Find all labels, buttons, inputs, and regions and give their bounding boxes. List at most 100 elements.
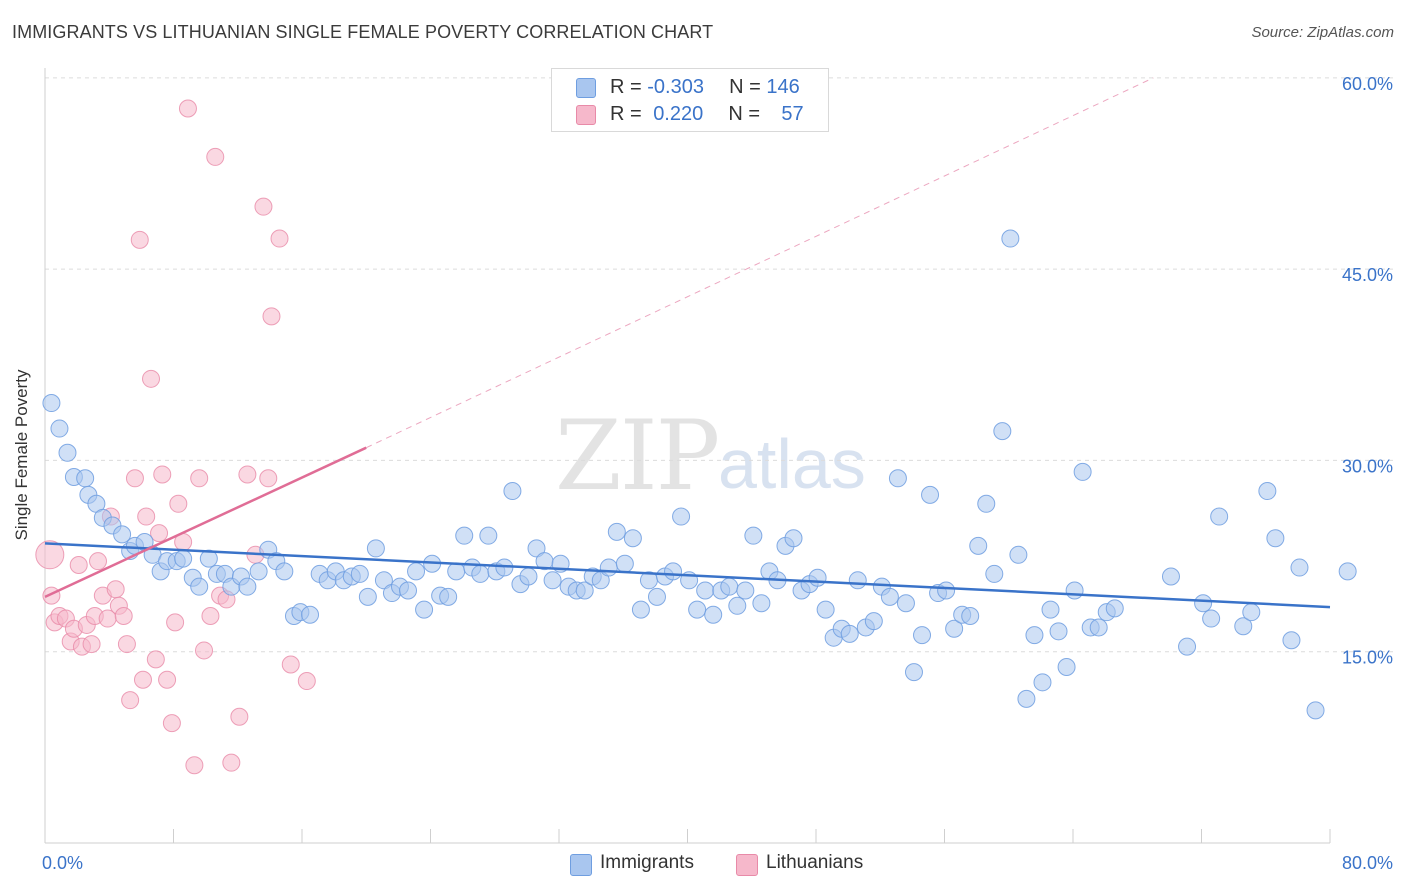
immigrants-point bbox=[993, 422, 1012, 441]
lithuanians-point bbox=[178, 99, 197, 118]
immigrants-point bbox=[985, 564, 1004, 583]
immigrants-point bbox=[471, 564, 490, 583]
immigrants-point bbox=[199, 549, 218, 568]
immigrants-point bbox=[808, 568, 827, 587]
lithuanians-point bbox=[281, 655, 300, 674]
legend-swatch-immigrants bbox=[576, 78, 596, 98]
immigrants-point bbox=[503, 482, 522, 501]
immigrants-point bbox=[864, 612, 883, 631]
y-tick-label: 30.0% bbox=[1342, 456, 1393, 476]
immigrants-point bbox=[1161, 567, 1180, 586]
lithuanians-point bbox=[158, 670, 177, 689]
immigrants-point bbox=[945, 619, 964, 638]
immigrants-point bbox=[42, 394, 61, 413]
immigrants-point bbox=[366, 539, 385, 558]
immigrants-point bbox=[977, 494, 996, 513]
immigrants-point bbox=[301, 605, 320, 624]
immigrants-point bbox=[840, 624, 859, 643]
lithuanians-point bbox=[162, 714, 181, 733]
immigrants-point bbox=[1258, 482, 1277, 501]
immigrants-point bbox=[736, 581, 755, 600]
immigrants-point bbox=[238, 577, 257, 596]
immigrants-point bbox=[76, 469, 95, 488]
lithuanians-point bbox=[137, 507, 156, 526]
lithuanians-point bbox=[121, 691, 140, 710]
immigrants-point bbox=[58, 443, 77, 462]
immigrants-point bbox=[1001, 229, 1020, 248]
immigrants-point bbox=[888, 469, 907, 488]
y-tick-label: 45.0% bbox=[1342, 265, 1393, 285]
lithuanians-point bbox=[69, 556, 88, 575]
immigrants-point bbox=[880, 587, 899, 606]
lithuanians-point bbox=[206, 147, 225, 166]
y-tick-label: 15.0% bbox=[1342, 648, 1393, 668]
immigrants-point bbox=[407, 562, 426, 581]
lithuanians-point bbox=[169, 494, 188, 513]
immigrants-point bbox=[728, 596, 747, 615]
immigrants-point bbox=[374, 571, 393, 590]
immigrants-point bbox=[415, 600, 434, 619]
lithuanians-point bbox=[222, 753, 241, 772]
legend-r-value-lithuanians: 0.220 bbox=[653, 103, 704, 125]
immigrants-point bbox=[672, 507, 691, 526]
immigrants-point bbox=[1178, 637, 1197, 656]
lithuanians-point bbox=[35, 540, 65, 570]
immigrants-point bbox=[664, 562, 683, 581]
immigrants-point bbox=[1338, 562, 1357, 581]
immigrants-trendline bbox=[44, 542, 1331, 609]
lithuanians-point bbox=[133, 670, 152, 689]
y-tick-label: 60.0% bbox=[1342, 74, 1393, 94]
immigrants-point bbox=[519, 567, 538, 586]
lithuanians-point bbox=[185, 756, 204, 775]
bottom-legend-swatch-immigrants bbox=[570, 854, 592, 876]
immigrants-point bbox=[1105, 599, 1124, 618]
bottom-legend-label-immigrants: Immigrants bbox=[600, 852, 694, 873]
immigrants-point bbox=[1306, 701, 1325, 720]
immigrants-point bbox=[688, 600, 707, 619]
immigrants-point bbox=[784, 529, 803, 548]
watermark-zip: ZIP bbox=[555, 400, 720, 512]
immigrants-point bbox=[1290, 558, 1309, 577]
immigrants-point bbox=[744, 526, 763, 545]
immigrants-point bbox=[527, 539, 546, 558]
immigrants-point bbox=[350, 564, 369, 583]
legend-r-label: R = bbox=[610, 76, 648, 98]
immigrants-point bbox=[1073, 462, 1092, 481]
lithuanians-point bbox=[82, 635, 101, 654]
immigrants-point bbox=[275, 562, 294, 581]
lithuanians-point bbox=[114, 607, 133, 626]
legend-n-label: N = bbox=[728, 103, 766, 125]
lithuanians-point bbox=[270, 229, 289, 248]
immigrants-point bbox=[904, 663, 923, 682]
lithuanians-point bbox=[142, 369, 161, 388]
immigrants-point bbox=[720, 577, 739, 596]
immigrants-point bbox=[1009, 545, 1028, 564]
immigrants-point bbox=[447, 562, 466, 581]
immigrants-point bbox=[921, 485, 940, 504]
legend-n-label: N = bbox=[729, 76, 767, 98]
immigrants-point bbox=[174, 549, 193, 568]
immigrants-point bbox=[455, 526, 474, 545]
lithuanians-point bbox=[89, 552, 108, 571]
bottom-legend-label-lithuanians: Lithuanians bbox=[766, 852, 864, 873]
immigrants-point bbox=[623, 529, 642, 548]
lithuanians-point bbox=[130, 230, 149, 249]
immigrants-point bbox=[249, 562, 268, 581]
y-axis-label: Single Female Poverty bbox=[12, 369, 31, 541]
immigrants-point bbox=[752, 594, 771, 613]
immigrants-point bbox=[1065, 581, 1084, 600]
immigrants-point bbox=[1242, 603, 1261, 622]
immigrants-point bbox=[1194, 594, 1213, 613]
lithuanians-point bbox=[190, 469, 209, 488]
correlation-legend: R = -0.303 N = 146 R = 0.220 N = 57 bbox=[551, 68, 829, 132]
immigrants-point bbox=[358, 587, 377, 606]
lithuanians-point bbox=[297, 672, 316, 691]
legend-r-value-immigrants: -0.303 bbox=[647, 76, 704, 98]
lithuanians-point bbox=[106, 580, 125, 599]
lithuanians-point bbox=[238, 465, 257, 484]
immigrants-point bbox=[969, 536, 988, 555]
immigrants-point bbox=[1057, 658, 1076, 677]
immigrants-point bbox=[399, 581, 418, 600]
immigrants-point bbox=[696, 581, 715, 600]
immigrants-point bbox=[1089, 618, 1108, 637]
